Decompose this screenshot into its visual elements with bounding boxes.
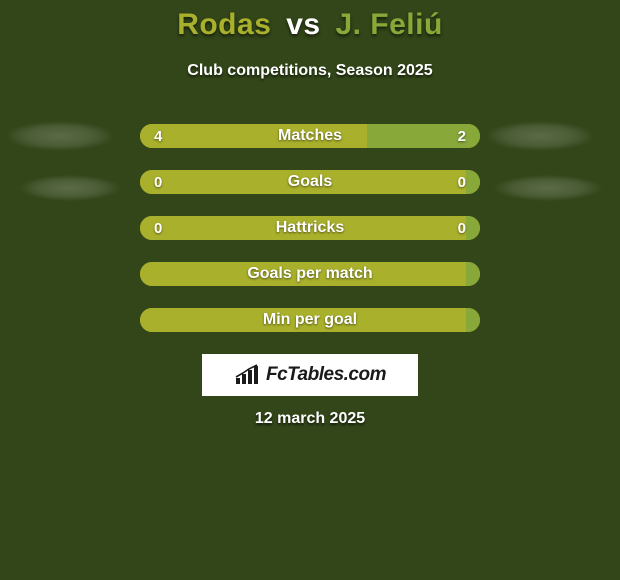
stat-row: 42Matches [140,124,480,148]
bar-left-fill: 0 [140,216,466,240]
stat-row: Goals per match [140,262,480,286]
bar-chart-icon [234,364,260,386]
bar-track: 00 [140,216,480,240]
bar-left-fill: 4 [140,124,367,148]
bar-left-value: 4 [154,128,162,145]
bar-right-fill [466,308,480,332]
bar-track [140,262,480,286]
bar-right-value: 2 [458,128,466,145]
date-text: 12 march 2025 [0,410,620,428]
bar-left-value: 0 [154,220,162,237]
logo-text: FcTables.com [266,364,386,386]
title-separator: vs [286,8,320,41]
bar-left-fill [140,308,466,332]
bar-right-fill: 2 [367,124,480,148]
bar-right-fill: 0 [466,216,480,240]
title: Rodas vs J. Feliú [0,8,620,42]
bar-right-value: 0 [458,220,466,237]
bar-right-fill: 0 [466,170,480,194]
bar-right-fill [466,262,480,286]
bar-left-fill: 0 [140,170,466,194]
bar-track: 42 [140,124,480,148]
stat-row: 00Goals [140,170,480,194]
subtitle: Club competitions, Season 2025 [0,62,620,80]
title-player-b: J. Feliú [335,8,442,41]
stat-rows: 42Matches00Goals00HattricksGoals per mat… [0,124,620,354]
stat-row: Min per goal [140,308,480,332]
bar-track [140,308,480,332]
bar-left-fill [140,262,466,286]
chart-canvas: Rodas vs J. Feliú Club competitions, Sea… [0,0,620,580]
bar-left-value: 0 [154,174,162,191]
bar-right-value: 0 [458,174,466,191]
bar-track: 00 [140,170,480,194]
title-player-a: Rodas [177,8,271,41]
stat-row: 00Hattricks [140,216,480,240]
logo-box: FcTables.com [202,354,418,396]
